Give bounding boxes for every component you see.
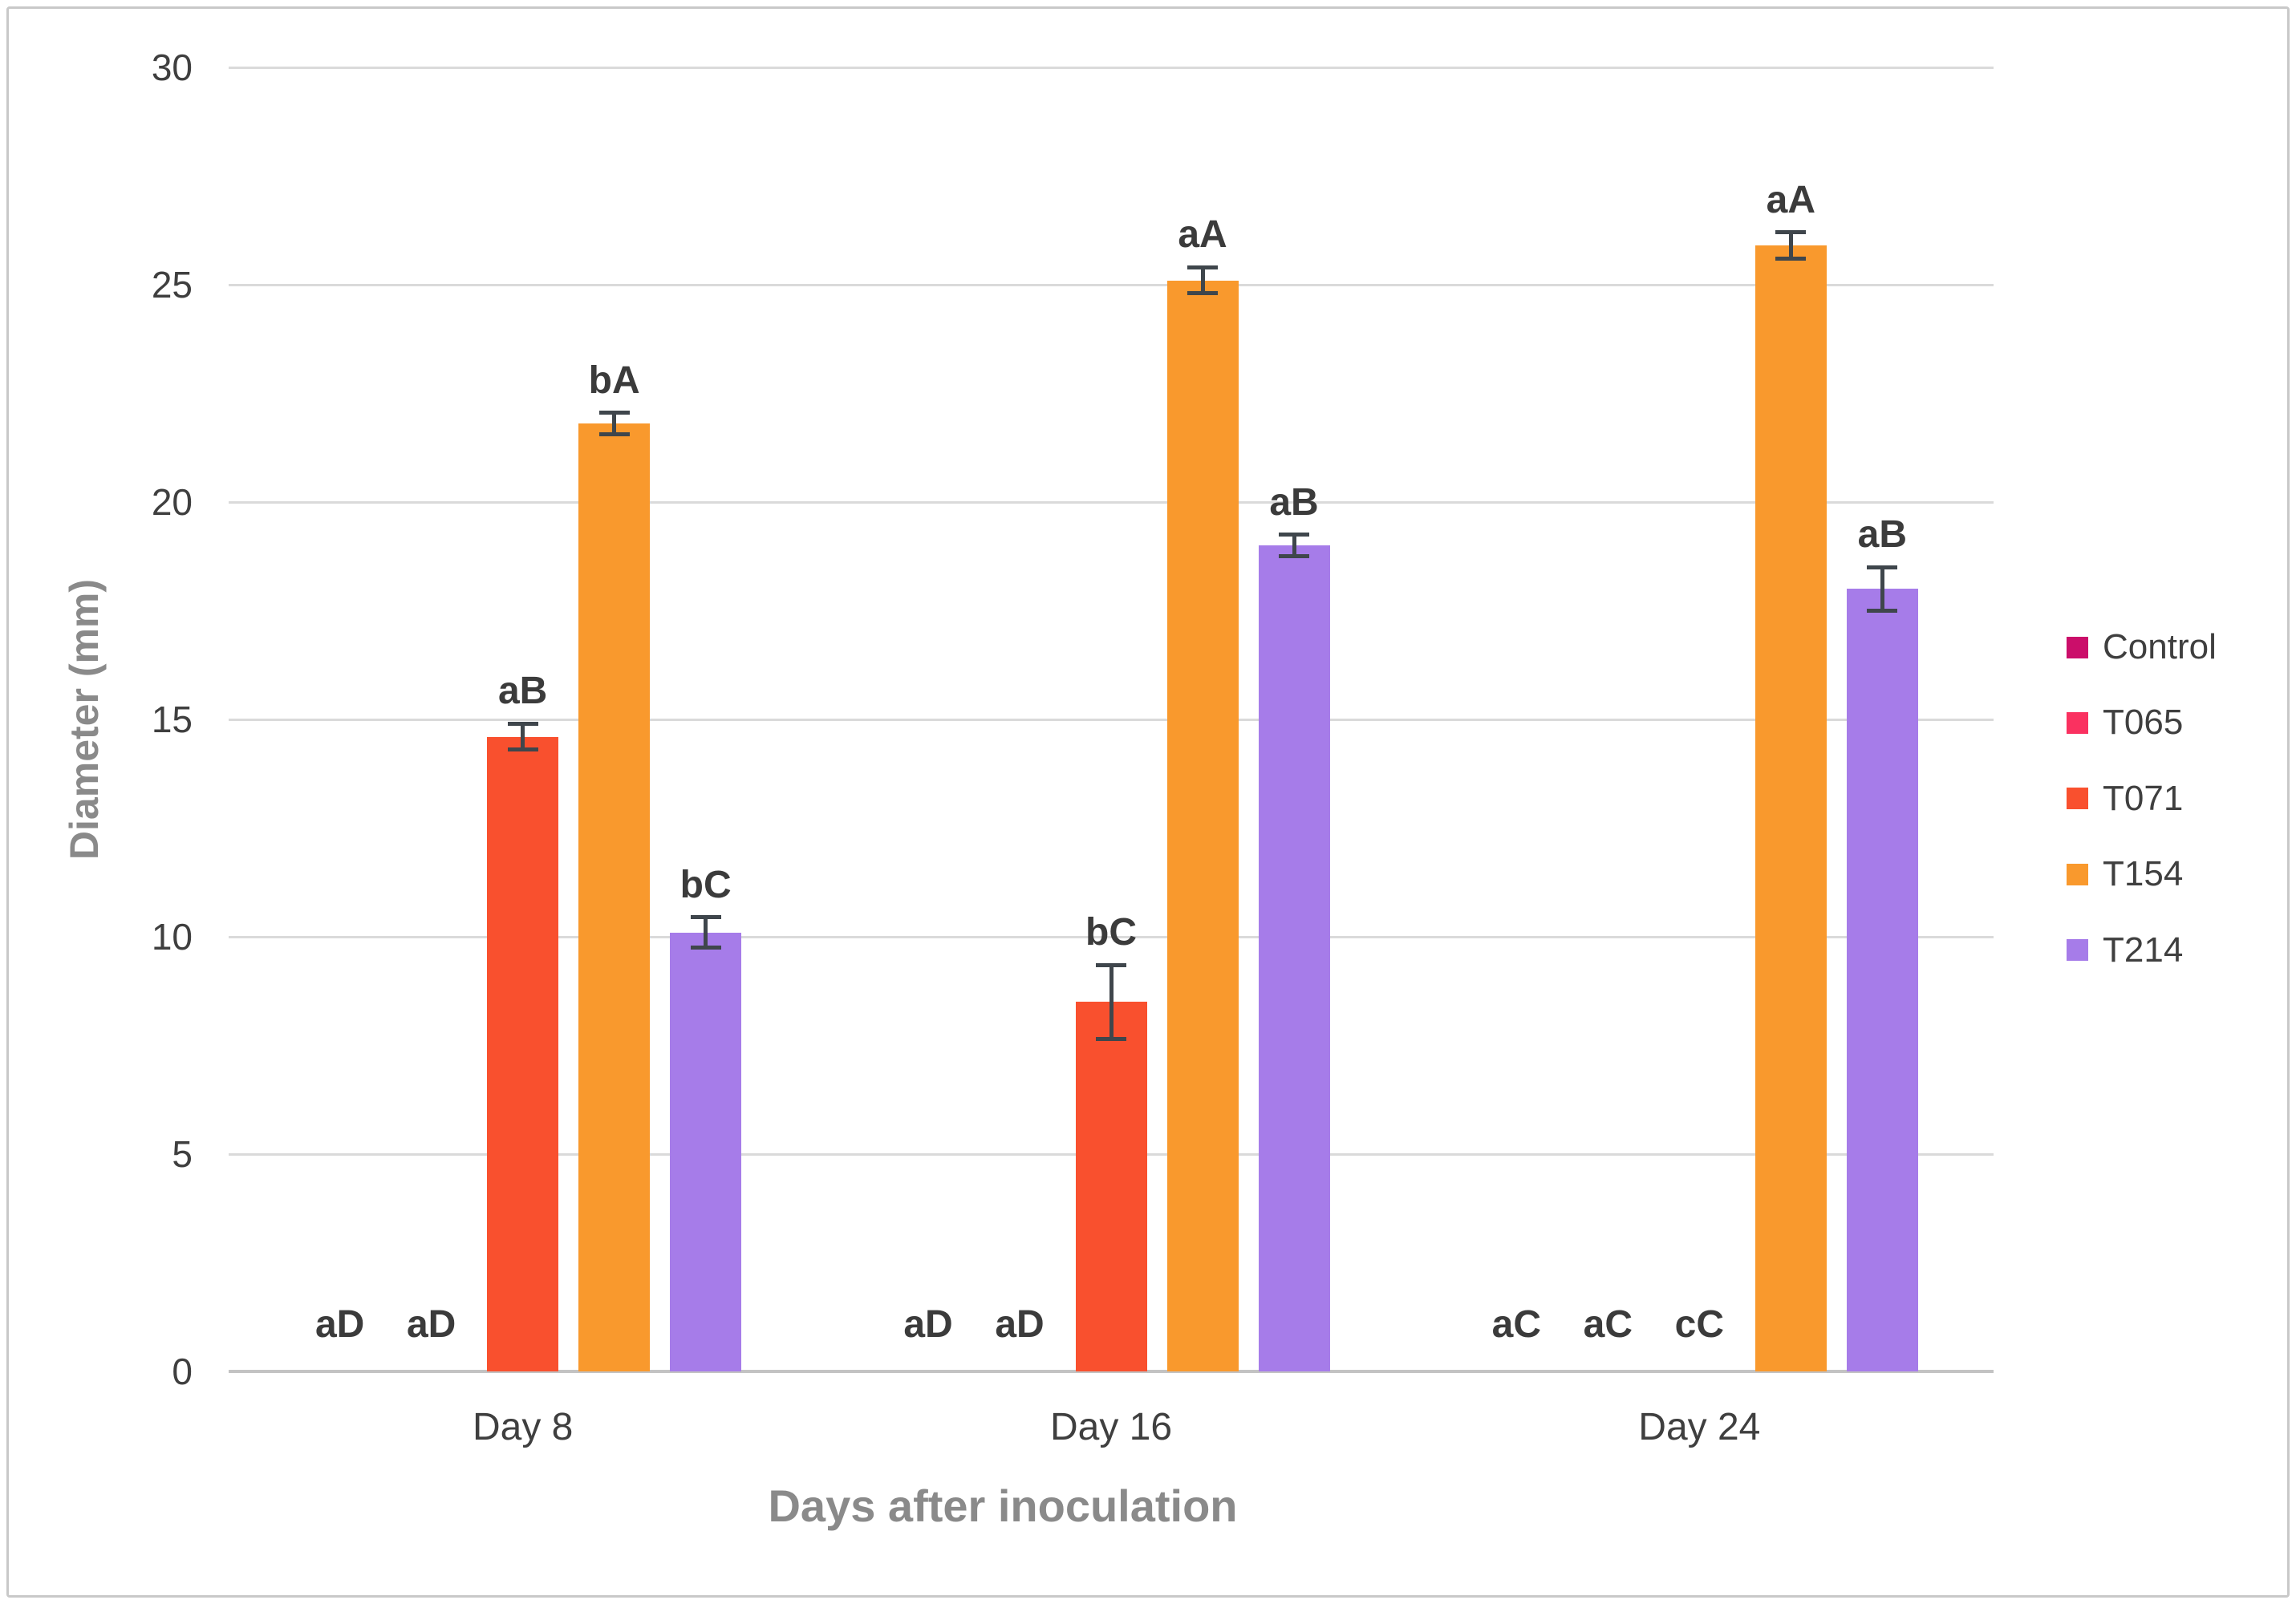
y-axis-tick-label: 10 xyxy=(151,916,193,958)
legend-item-control: Control xyxy=(2067,623,2217,671)
legend-item-t071: T071 xyxy=(2067,775,2183,823)
legend-label: T154 xyxy=(2103,854,2184,894)
y-axis-tick-label: 0 xyxy=(172,1351,193,1392)
y-axis-tick-label: 15 xyxy=(151,699,193,740)
bar-t214 xyxy=(1846,589,1918,1371)
error-bar-cap-top xyxy=(1279,533,1309,537)
error-bar-cap-top xyxy=(598,411,630,415)
bar-t071 xyxy=(487,736,559,1371)
bar-t154 xyxy=(1166,280,1239,1371)
x-axis-title: Days after inoculation xyxy=(768,1480,1238,1531)
y-axis-title: Diameter (mm) xyxy=(62,578,107,861)
category-label: Day 16 xyxy=(1049,1406,1173,1448)
error-bar xyxy=(1788,232,1793,259)
error-bar-cap-bottom xyxy=(1867,609,1898,613)
legend-item-t154: T154 xyxy=(2067,850,2183,898)
error-bar-cap-top xyxy=(1096,962,1126,967)
legend-swatch-icon xyxy=(2067,939,2088,962)
error-bar-cap-bottom xyxy=(1187,291,1218,296)
error-bar xyxy=(704,917,708,948)
bar-t154 xyxy=(1754,245,1827,1371)
error-bar-cap-bottom xyxy=(1279,554,1309,559)
significance-label: bA xyxy=(588,358,640,402)
legend-swatch-icon xyxy=(2067,863,2088,885)
error-bar-cap-bottom xyxy=(1775,256,1807,261)
y-gridline xyxy=(229,284,1994,286)
y-axis-tick-label: 20 xyxy=(151,481,193,523)
error-bar-cap-bottom xyxy=(507,747,538,752)
legend-label: T214 xyxy=(2103,930,2184,970)
error-bar xyxy=(1109,965,1114,1039)
error-bar xyxy=(1200,267,1205,294)
significance-label: bC xyxy=(1085,911,1137,954)
error-bar-cap-top xyxy=(1187,265,1218,269)
error-bar xyxy=(612,412,617,435)
error-bar-cap-top xyxy=(690,915,721,920)
y-gridline xyxy=(229,501,1994,504)
legend-label: T071 xyxy=(2103,778,2184,818)
y-gridline xyxy=(229,719,1994,721)
error-bar-cap-top xyxy=(1867,565,1898,569)
error-bar-cap-bottom xyxy=(598,432,630,437)
significance-label: aA xyxy=(1766,178,1815,221)
legend-label: T065 xyxy=(2103,703,2184,743)
legend-swatch-icon xyxy=(2067,636,2088,658)
error-bar xyxy=(1880,567,1884,611)
significance-label-zero: aC xyxy=(1491,1303,1541,1346)
legend-item-t214: T214 xyxy=(2067,926,2183,974)
bar-t071 xyxy=(1075,1002,1147,1371)
error-bar-cap-top xyxy=(1775,230,1807,235)
legend-item-t065: T065 xyxy=(2067,699,2183,747)
y-axis-tick-label: 30 xyxy=(151,47,193,88)
x-axis-baseline xyxy=(229,1370,1994,1373)
error-bar xyxy=(521,723,525,750)
legend-swatch-icon xyxy=(2067,788,2088,810)
significance-label: aB xyxy=(1269,480,1319,524)
significance-label-zero: aD xyxy=(903,1303,953,1346)
legend-label: Control xyxy=(2103,627,2217,666)
legend-swatch-icon xyxy=(2067,711,2088,734)
y-axis-tick-label: 5 xyxy=(172,1133,193,1175)
y-axis-tick-label: 25 xyxy=(151,264,193,306)
significance-label-zero: aD xyxy=(406,1303,456,1346)
significance-label-zero: aC xyxy=(1583,1303,1633,1346)
error-bar-cap-top xyxy=(507,721,538,726)
significance-label: bC xyxy=(679,863,732,906)
error-bar xyxy=(1292,534,1296,557)
category-label: Day 24 xyxy=(1638,1406,1761,1448)
significance-label-zero: aD xyxy=(995,1303,1045,1346)
y-gridline xyxy=(229,936,1994,938)
bar-t214 xyxy=(1258,545,1330,1371)
significance-label: aA xyxy=(1178,213,1227,257)
significance-label-zero: cC xyxy=(1674,1303,1724,1346)
significance-label: aB xyxy=(497,670,548,713)
error-bar-cap-bottom xyxy=(690,946,721,950)
y-gridline xyxy=(229,67,1994,69)
bar-t214 xyxy=(670,932,742,1371)
category-label: Day 8 xyxy=(472,1406,574,1448)
significance-label: aB xyxy=(1857,513,1907,557)
error-bar-cap-bottom xyxy=(1096,1036,1126,1041)
bar-t154 xyxy=(578,423,651,1371)
significance-label-zero: aD xyxy=(314,1303,365,1346)
